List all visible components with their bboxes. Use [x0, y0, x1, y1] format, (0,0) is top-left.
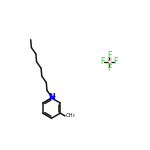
Text: F: F [113, 57, 118, 66]
Text: +: + [51, 94, 55, 99]
Text: F: F [107, 64, 111, 73]
Text: B: B [106, 57, 112, 66]
Text: F: F [101, 57, 105, 66]
Text: CH₃: CH₃ [66, 113, 75, 119]
Text: N: N [48, 93, 55, 102]
Text: F: F [107, 51, 111, 60]
